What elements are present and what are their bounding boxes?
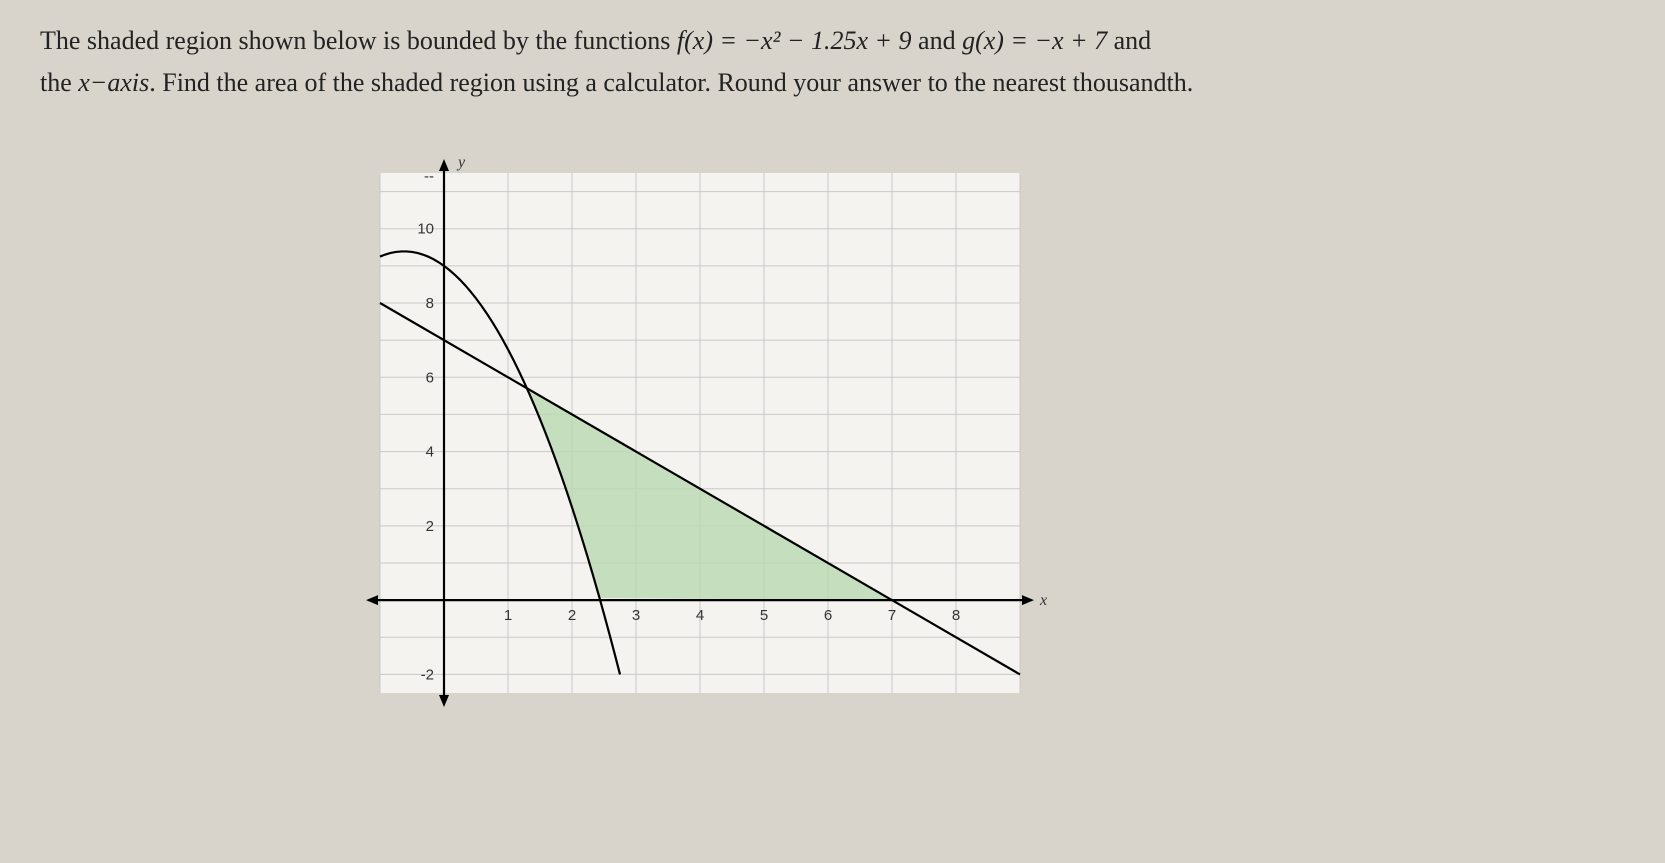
svg-text:--: --: [424, 168, 434, 185]
q-xaxis: x−axis: [78, 68, 149, 97]
svg-text:1: 1: [504, 607, 512, 624]
q-and2: and: [1114, 26, 1152, 55]
f-rhs: −x² − 1.25x + 9: [744, 26, 912, 55]
svg-text:10: 10: [417, 221, 434, 238]
svg-text:y: y: [456, 154, 466, 171]
svg-text:8: 8: [952, 607, 960, 624]
g-lhs: g(x) =: [962, 26, 1034, 55]
svg-text:2: 2: [426, 518, 434, 535]
svg-text:3: 3: [632, 607, 640, 624]
svg-text:7: 7: [888, 607, 896, 624]
g-rhs: −x + 7: [1034, 26, 1107, 55]
svg-text:6: 6: [824, 607, 832, 624]
f-lhs: f(x) =: [677, 26, 744, 55]
question-text: The shaded region shown below is bounded…: [40, 20, 1625, 103]
chart: 1 2 3 4 5 6 7 8 -2 2 4 6 8 10 -- y x: [320, 153, 1625, 733]
svg-text:4: 4: [696, 607, 704, 624]
svg-text:5: 5: [760, 607, 768, 624]
svg-text:6: 6: [426, 369, 434, 386]
svg-text:4: 4: [426, 444, 434, 461]
q-and1: and: [918, 26, 962, 55]
chart-svg: 1 2 3 4 5 6 7 8 -2 2 4 6 8 10 -- y x: [320, 153, 1050, 733]
q-line2-rest: . Find the area of the shaded region usi…: [149, 68, 1193, 97]
svg-text:x: x: [1039, 592, 1047, 609]
svg-text:8: 8: [426, 295, 434, 312]
svg-text:-2: -2: [421, 667, 434, 684]
svg-text:2: 2: [568, 607, 576, 624]
q-prefix: The shaded region shown below is bounded…: [40, 26, 677, 55]
q-line2-prefix: the: [40, 68, 78, 97]
